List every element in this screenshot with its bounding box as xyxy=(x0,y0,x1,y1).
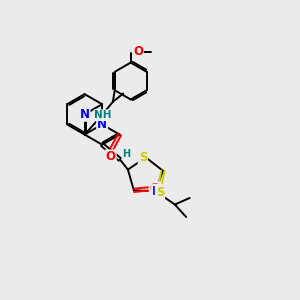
Text: N: N xyxy=(80,108,90,121)
Text: O: O xyxy=(150,182,160,195)
Text: O: O xyxy=(133,45,143,58)
Text: S: S xyxy=(139,151,147,164)
Text: O: O xyxy=(106,150,116,163)
Text: H: H xyxy=(122,149,130,159)
Text: N: N xyxy=(97,118,107,131)
Text: N: N xyxy=(152,184,162,198)
Text: NH: NH xyxy=(94,110,112,120)
Text: S: S xyxy=(156,186,164,199)
